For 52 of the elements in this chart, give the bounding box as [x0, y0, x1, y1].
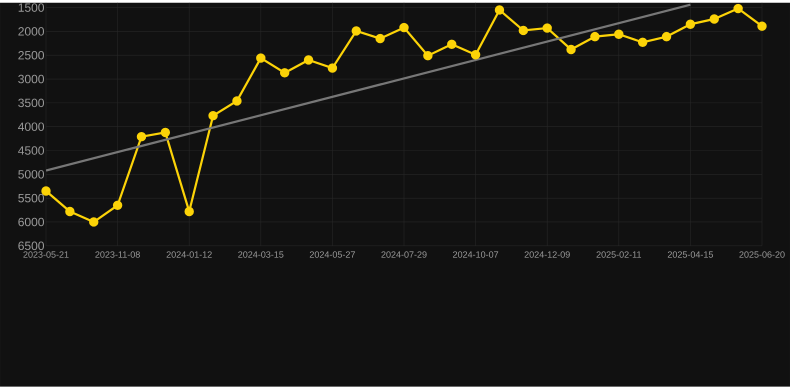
point: [375, 34, 385, 44]
point: [160, 128, 170, 138]
point: [399, 22, 409, 32]
point: [328, 63, 338, 73]
y-tick-label: 3000: [18, 74, 44, 84]
point: [423, 51, 433, 60]
x-tick-label: 2025-02-11: [596, 251, 642, 258]
x-tick-label: 2025-04-15: [668, 251, 714, 258]
point: [733, 4, 743, 14]
point: [304, 55, 314, 65]
x-tick-label: 2024-05-27: [310, 251, 355, 258]
y-tick-label: 5000: [18, 170, 44, 179]
x-tick-label: 2025-06-20: [739, 251, 785, 258]
y-tick-label: 4500: [18, 146, 44, 155]
point: [184, 206, 194, 216]
point: [590, 32, 600, 42]
point: [232, 96, 242, 106]
point: [136, 132, 146, 142]
y-tick-label: 2000: [18, 27, 44, 36]
point: [256, 53, 266, 63]
point: [566, 44, 576, 54]
y-tick-label: 6000: [18, 218, 44, 226]
x-tick-label: 2024-10-07: [453, 251, 498, 258]
point: [614, 30, 624, 40]
point: [757, 22, 767, 31]
y-tick-label: 3500: [18, 98, 44, 108]
point: [470, 50, 480, 60]
point: [662, 32, 672, 42]
x-tick-label: 2023-11-08: [95, 251, 140, 258]
y-tick-label: 2500: [18, 51, 44, 60]
point: [518, 26, 528, 36]
x-tick-label: 2024-07-29: [381, 251, 427, 258]
point: [89, 217, 98, 227]
y-tick-label: 1500: [18, 3, 44, 12]
point: [65, 206, 75, 216]
x-tick-label: 2023-05-21: [23, 251, 69, 258]
y-tick-label: 6500: [18, 242, 44, 250]
x-tick-label: 2024-01-12: [166, 251, 212, 258]
point: [208, 111, 218, 121]
point: [494, 5, 504, 15]
point: [352, 26, 361, 36]
point: [112, 200, 122, 210]
y-tick-label: 4000: [18, 122, 44, 132]
point: [542, 23, 552, 33]
x-tick-label: 2024-03-15: [238, 251, 284, 258]
y-tick-label: 5500: [18, 194, 44, 202]
point: [280, 68, 290, 78]
x-tick-label: 2024-12-09: [524, 251, 570, 258]
point: [686, 20, 696, 30]
point: [447, 40, 456, 50]
point: [710, 14, 719, 24]
point: [638, 38, 648, 48]
